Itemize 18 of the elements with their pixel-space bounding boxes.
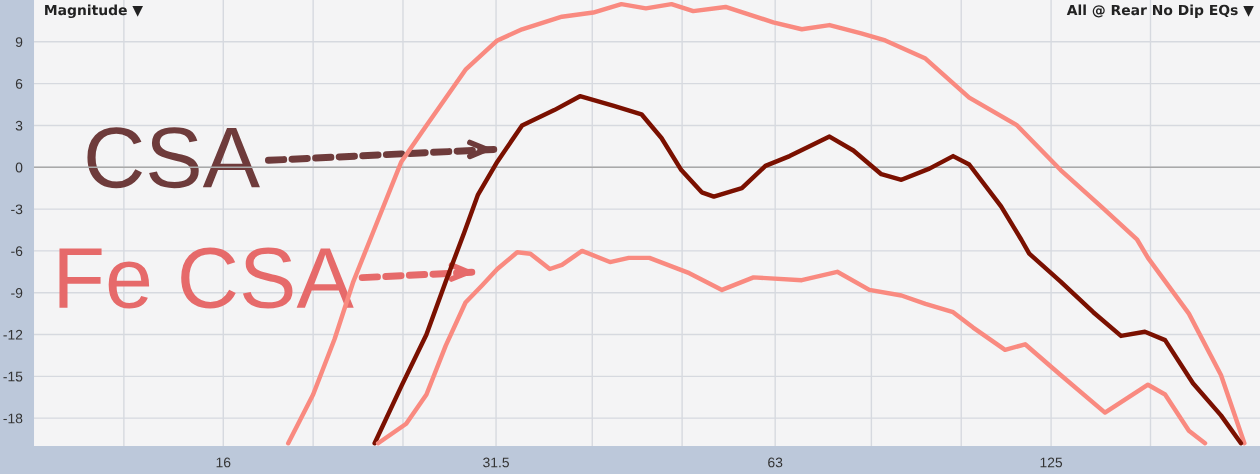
y-tick-label: 9 — [15, 37, 23, 47]
text: CSA — [87, 127, 260, 189]
y-tick-label: -9 — [11, 288, 23, 298]
y-tick-label: -15 — [3, 371, 23, 382]
y-tick-label: -3 — [11, 204, 23, 215]
annotation: All @ Rear No Dip EQs ▼ — [1066, 4, 1254, 18]
y-tick-label: -12 — [3, 329, 23, 340]
y-tick-label: 6 — [15, 78, 23, 89]
y-tick-label: 3 — [15, 120, 23, 131]
annotation: Magnitude ▼ — [45, 4, 143, 19]
y-tick-label: -18 — [3, 413, 23, 424]
y-tick-label: -6 — [11, 246, 23, 257]
series-label: Fe CSA — [59, 247, 354, 309]
y-tick-label: 0 — [15, 162, 23, 173]
x-tick-label: 125 — [1040, 457, 1063, 468]
x-tick-label: 16 — [216, 457, 231, 468]
x-tick-label: 31.5 — [483, 457, 509, 468]
x-tick-label: 63 — [768, 457, 783, 468]
